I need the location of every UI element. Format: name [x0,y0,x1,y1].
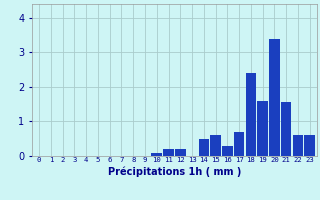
Bar [163,149,174,156]
Bar [293,135,303,156]
X-axis label: Précipitations 1h ( mm ): Précipitations 1h ( mm ) [108,166,241,177]
Bar [210,135,221,156]
Bar [175,149,186,156]
Bar [151,153,162,156]
Bar [246,73,256,156]
Bar [257,101,268,156]
Bar [198,139,209,156]
Bar [281,102,292,156]
Bar [304,135,315,156]
Bar [269,39,280,156]
Bar [222,146,233,156]
Bar [234,132,244,156]
